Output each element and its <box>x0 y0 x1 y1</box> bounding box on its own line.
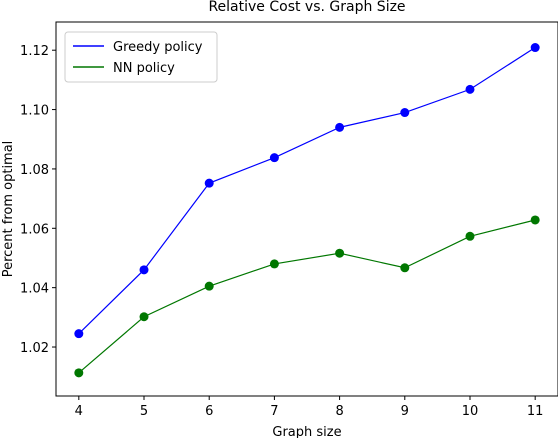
data-point <box>269 259 279 269</box>
x-tick-label: 9 <box>401 404 409 419</box>
data-point <box>465 231 475 241</box>
series-line-0 <box>78 47 536 335</box>
data-point <box>465 84 475 94</box>
data-point <box>204 178 214 188</box>
x-tick-label: 4 <box>75 404 83 419</box>
data-point <box>269 153 279 163</box>
y-axis: 1.02 1.04 1.06 1.08 1.10 1.12 <box>20 44 56 356</box>
x-tick-label: 7 <box>270 404 278 419</box>
legend-label-greedy: Greedy policy <box>113 40 203 55</box>
series-line-1 <box>78 219 536 374</box>
legend-box <box>64 31 218 83</box>
plot-series <box>74 43 540 378</box>
y-tick-label: 1.12 <box>20 44 49 59</box>
data-point <box>74 368 84 378</box>
legend: Greedy policy NN policy <box>64 31 218 83</box>
data-point <box>74 329 84 339</box>
x-tick-label: 11 <box>527 404 544 419</box>
data-point <box>530 215 540 225</box>
x-tick-label: 10 <box>462 404 479 419</box>
x-tick-label: 5 <box>140 404 148 419</box>
y-tick-label: 1.10 <box>20 104 49 119</box>
data-point <box>335 248 345 258</box>
plot-frame <box>55 21 558 397</box>
chart-title: Relative Cost vs. Graph Size <box>208 0 405 15</box>
x-tick-label: 6 <box>205 404 213 419</box>
data-point <box>400 108 410 118</box>
data-point <box>139 312 149 322</box>
y-axis-title: Percent from optimal <box>1 141 16 278</box>
y-tick-label: 1.08 <box>20 163 49 178</box>
data-point <box>400 263 410 273</box>
data-point <box>335 122 345 132</box>
y-tick-label: 1.02 <box>20 341 49 356</box>
x-axis: 4 5 6 7 8 9 10 11 <box>75 396 544 419</box>
y-tick-label: 1.06 <box>20 222 49 237</box>
y-tick-label: 1.04 <box>20 282 49 297</box>
x-tick-label: 8 <box>335 404 343 419</box>
data-point <box>204 281 214 291</box>
legend-label-nn: NN policy <box>113 61 175 76</box>
x-axis-title: Graph size <box>272 425 341 438</box>
data-point <box>139 265 149 275</box>
data-point <box>530 43 540 53</box>
